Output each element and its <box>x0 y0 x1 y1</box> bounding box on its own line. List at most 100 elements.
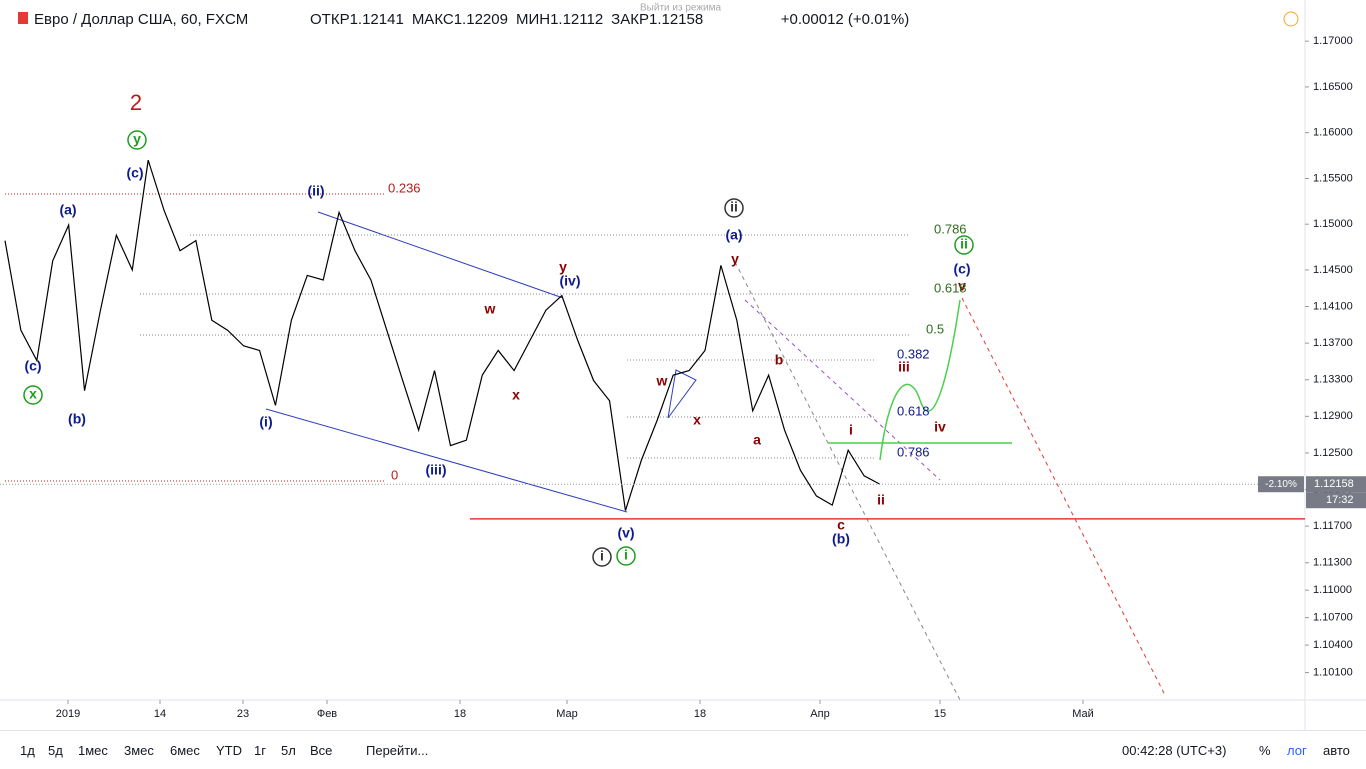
x-tick-label: Апр <box>810 708 829 720</box>
wave-label: (i) <box>259 414 272 430</box>
wave-label: (iv) <box>560 273 581 289</box>
ohlc-label: ОТКР <box>310 11 350 28</box>
range-button[interactable]: 1д <box>20 743 35 758</box>
goto[interactable]: Перейти... <box>366 743 429 758</box>
range-button[interactable]: Все <box>310 743 333 758</box>
wave-label: iii <box>898 359 910 375</box>
range-button[interactable]: 1г <box>254 743 266 758</box>
y-tick-label: 1.15000 <box>1313 218 1353 230</box>
wave-circle <box>23 385 43 405</box>
x-tick-label: 15 <box>934 708 946 720</box>
fib-levels <box>5 193 910 482</box>
wave-label: (b) <box>832 531 850 547</box>
wave-label: x <box>512 387 520 403</box>
x-tick-label: 2019 <box>56 708 80 720</box>
wave-label: i <box>600 548 604 564</box>
fib-label: 0.5 <box>926 321 944 336</box>
x-tick-label: Мар <box>556 708 578 720</box>
x-tick-label: 14 <box>154 708 166 720</box>
scale-option[interactable]: авто <box>1323 743 1350 758</box>
symbol-icon <box>18 12 28 24</box>
wave-label: (c) <box>953 261 970 277</box>
wave-label: x <box>29 386 37 402</box>
wave-label: i <box>849 422 853 438</box>
wave-label: (ii) <box>307 183 324 199</box>
y-tick-label: 1.15500 <box>1313 172 1353 184</box>
wave-label: (iii) <box>426 462 447 478</box>
change: +0.00012 (+0.01%) <box>781 11 909 28</box>
price-tag <box>1306 476 1366 493</box>
wave-circle <box>724 198 744 218</box>
wave-label: c <box>837 517 845 533</box>
wave-circle <box>592 547 612 567</box>
wave-label: i <box>624 547 628 563</box>
range-button[interactable]: 5л <box>281 743 296 758</box>
fib-label: 0.618 <box>934 280 967 295</box>
wave-label: y <box>559 259 567 275</box>
fib-label: 0.618 <box>897 403 930 418</box>
fib-label: 0.786 <box>897 444 930 459</box>
x-tick-label: Май <box>1072 708 1094 720</box>
range-button[interactable]: 6мес <box>170 743 200 758</box>
symbol-title[interactable]: Евро / Доллар США, 60, FXCM <box>34 11 248 28</box>
countdown-tag <box>1306 492 1366 509</box>
wave-label: y <box>133 131 141 147</box>
ohlc-value: 1.12158 <box>649 11 703 28</box>
scale-option[interactable]: % <box>1259 743 1271 758</box>
wave-circle <box>616 546 636 566</box>
wave-label: (a) <box>59 202 76 218</box>
clock: 00:42:28 (UTC+3) <box>1122 743 1227 758</box>
y-tick-label: 1.11300 <box>1313 557 1352 569</box>
y-tick-label: 1.14500 <box>1313 264 1353 276</box>
range-button[interactable]: 1мес <box>78 743 108 758</box>
wave-label: ii <box>877 492 885 508</box>
ohlc-value: 1.12112 <box>550 11 603 28</box>
x-tick-label: 23 <box>237 708 249 720</box>
wave-label: (v) <box>617 525 634 541</box>
countdown-label: 17:32 <box>1326 494 1354 506</box>
ohlc-label: ЗАКР <box>611 11 649 28</box>
y-tick-label: 1.17000 <box>1313 35 1353 47</box>
y-tick-label: 1.11700 <box>1313 520 1352 532</box>
wave-label: w <box>656 373 668 389</box>
ohlc-value: 1.12209 <box>454 11 508 28</box>
change-tag <box>1258 476 1304 493</box>
price-tag-label: 1.12158 <box>1314 478 1354 490</box>
range-button[interactable]: 3мес <box>124 743 154 758</box>
y-tick-label: 1.13300 <box>1313 374 1353 386</box>
x-tick-label: Фев <box>317 708 337 720</box>
wave-label: (c) <box>126 165 143 181</box>
wave-label: ii <box>730 199 738 215</box>
wave-label: y <box>731 251 739 267</box>
fib-label: 0.786 <box>934 221 967 236</box>
trend-lines <box>265 211 1166 701</box>
wave-label: (b) <box>68 411 86 427</box>
change-tag-label: -2.10% <box>1265 479 1297 490</box>
tooltip: Выйти из режима <box>640 3 721 14</box>
wave-label: iv <box>934 419 946 435</box>
y-tick-label: 1.16500 <box>1313 81 1353 93</box>
range-button[interactable]: YTD <box>216 743 242 758</box>
wave-label: x <box>693 412 701 428</box>
wave-label: v <box>958 278 966 294</box>
x-tick-label: 18 <box>454 708 466 720</box>
y-tick-label: 1.12500 <box>1313 447 1353 459</box>
wave-label: ii <box>960 236 968 252</box>
y-tick-label: 1.16000 <box>1313 127 1353 139</box>
fib-label: 0 <box>391 467 398 482</box>
ohlc-label: МАКС <box>412 11 454 28</box>
wave-circle <box>127 130 147 150</box>
y-tick-label: 1.12900 <box>1313 410 1353 422</box>
alert-icon[interactable] <box>1283 11 1299 27</box>
y-tick-label: 1.14100 <box>1313 300 1353 312</box>
toolbar: 00:42:28 (UTC+3) Перейти... 1д 5д 1мес 3мес… <box>0 730 1366 769</box>
fib-label: 0.382 <box>897 346 930 361</box>
y-tick-label: 1.10400 <box>1313 639 1353 651</box>
ohlc-label: МИН <box>516 11 550 28</box>
range-button[interactable]: 5д <box>48 743 63 758</box>
scale-option[interactable]: лог <box>1287 743 1307 758</box>
y-tick-label: 1.11000 <box>1313 584 1352 596</box>
wave-label: b <box>775 352 784 368</box>
wave-circle <box>954 235 974 255</box>
